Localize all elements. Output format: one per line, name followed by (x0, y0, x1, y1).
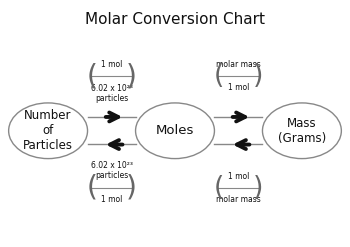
Text: (: ( (214, 175, 224, 201)
Text: molar mass: molar mass (216, 60, 261, 69)
Text: (: ( (86, 62, 97, 90)
Text: (: ( (214, 63, 224, 89)
Text: ): ) (253, 63, 264, 89)
Circle shape (262, 103, 341, 159)
Text: ): ) (253, 175, 264, 201)
Text: molar mass: molar mass (216, 195, 261, 204)
Text: ): ) (126, 62, 137, 90)
Text: 1 mol: 1 mol (101, 195, 122, 204)
Text: Number
of
Particles: Number of Particles (23, 109, 73, 152)
Text: Mass
(Grams): Mass (Grams) (278, 117, 326, 145)
Text: 1 mol: 1 mol (228, 171, 249, 181)
Circle shape (135, 103, 215, 159)
Text: 1 mol: 1 mol (228, 83, 249, 92)
Text: 6.02 x 10²³
particles: 6.02 x 10²³ particles (91, 161, 133, 180)
Text: 6.02 x 10²³
particles: 6.02 x 10²³ particles (91, 83, 133, 103)
Text: (: ( (86, 174, 97, 202)
Text: 1 mol: 1 mol (101, 60, 122, 69)
Text: Moles: Moles (156, 124, 194, 137)
Circle shape (9, 103, 88, 159)
Text: Molar Conversion Chart: Molar Conversion Chart (85, 12, 265, 27)
Text: ): ) (126, 174, 137, 202)
